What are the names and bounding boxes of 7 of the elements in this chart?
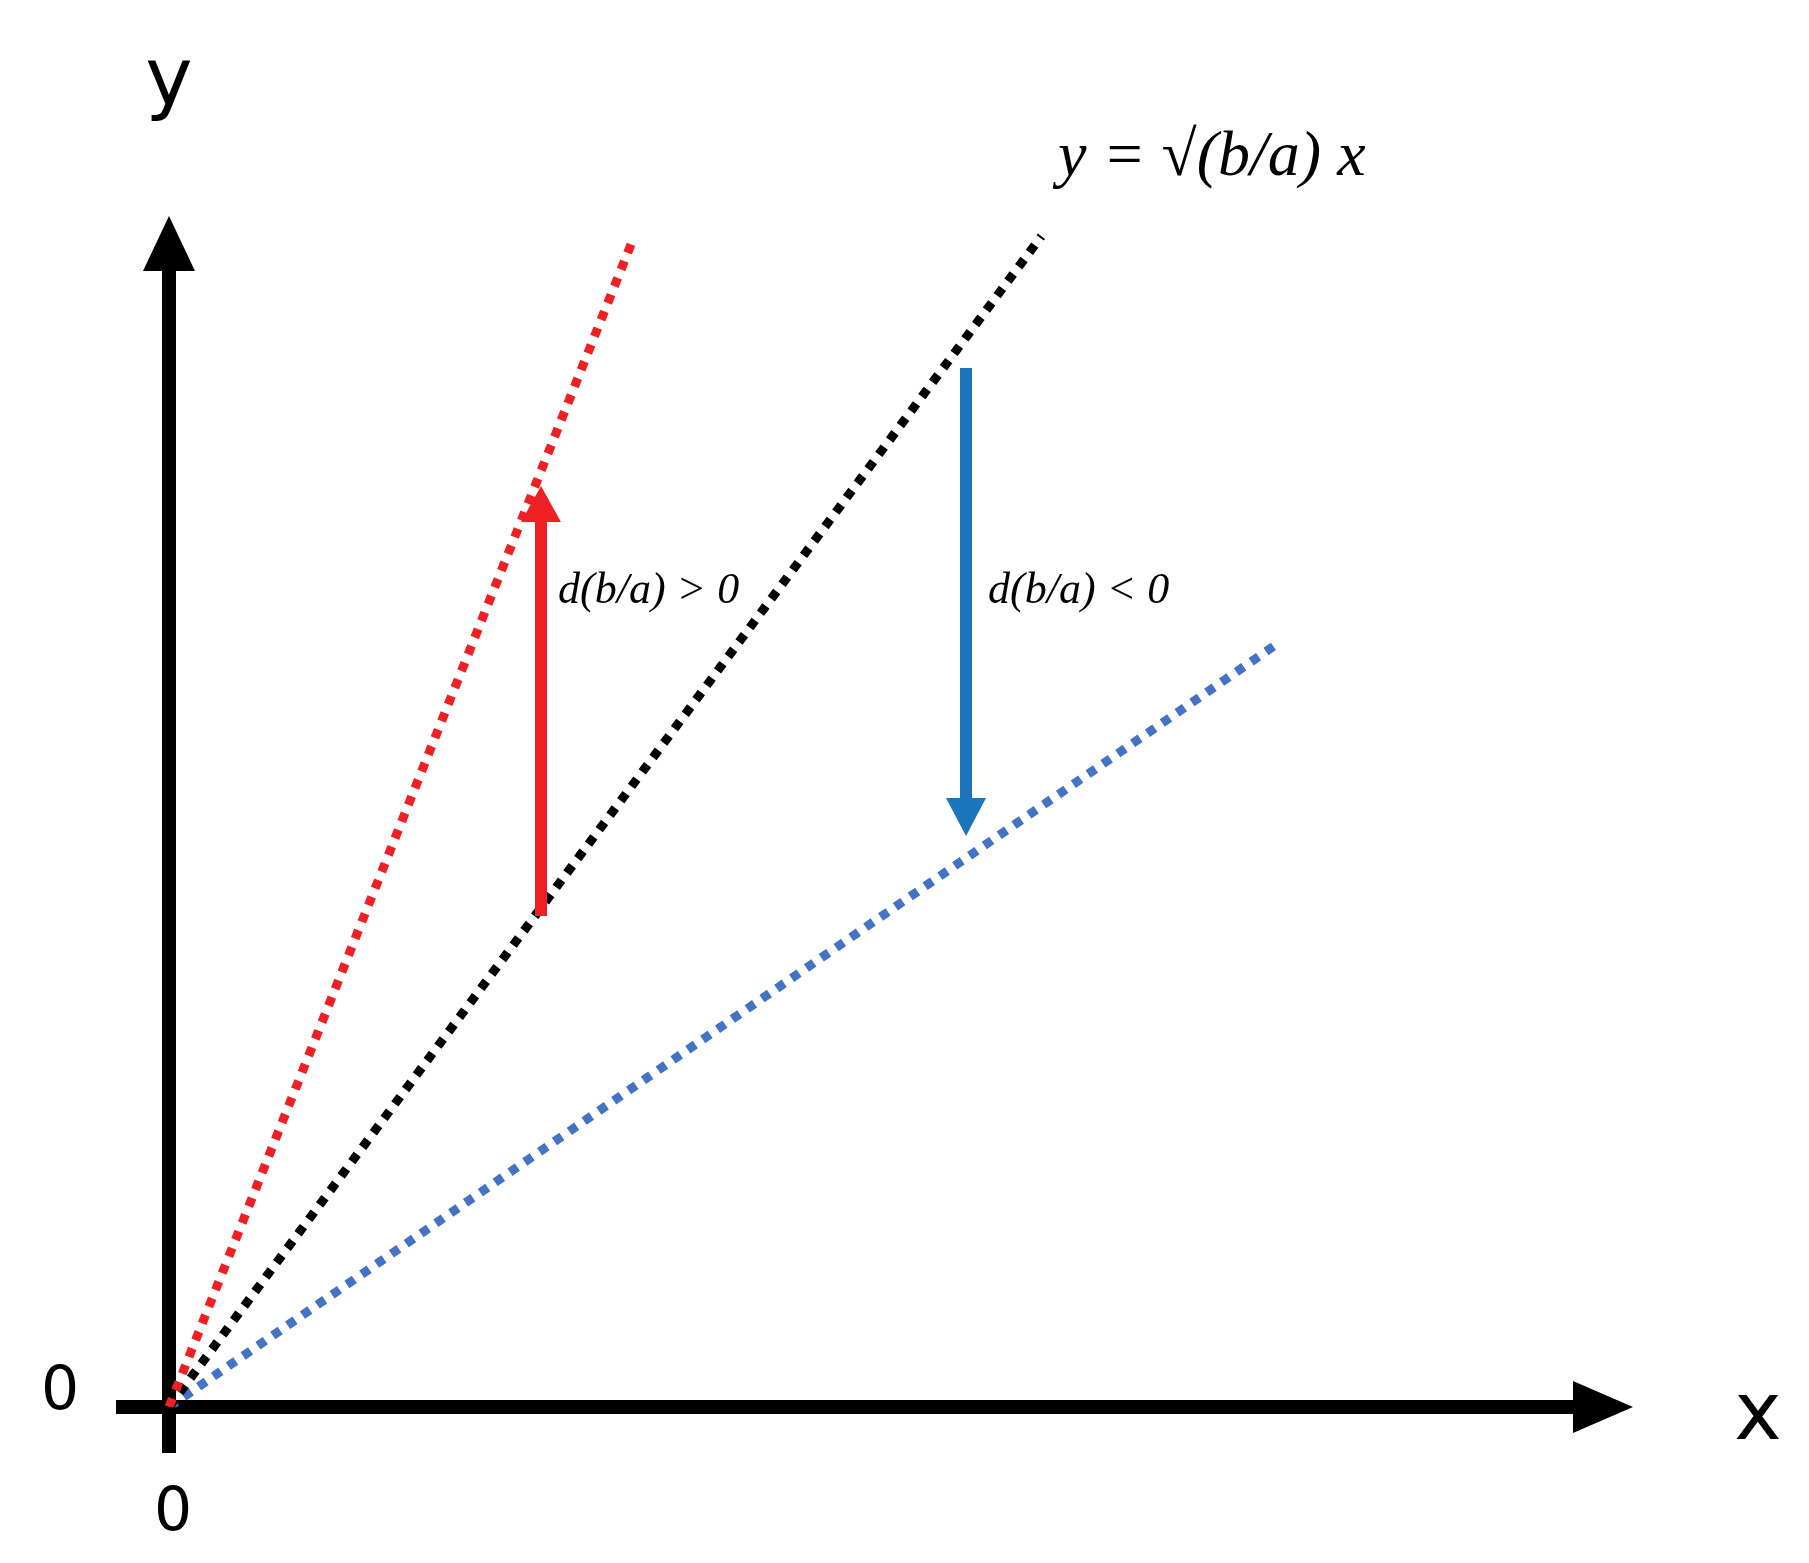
- annotation: d(b/a) > 0: [558, 563, 740, 613]
- x-axis-title: x: [1734, 1364, 1782, 1458]
- annotation: d(b/a) < 0: [988, 563, 1170, 613]
- y-axis-title: y: [145, 29, 193, 123]
- text: 0: [153, 1473, 193, 1544]
- text: 0: [40, 1352, 80, 1423]
- text: y = √(b/a) x: [1052, 117, 1366, 189]
